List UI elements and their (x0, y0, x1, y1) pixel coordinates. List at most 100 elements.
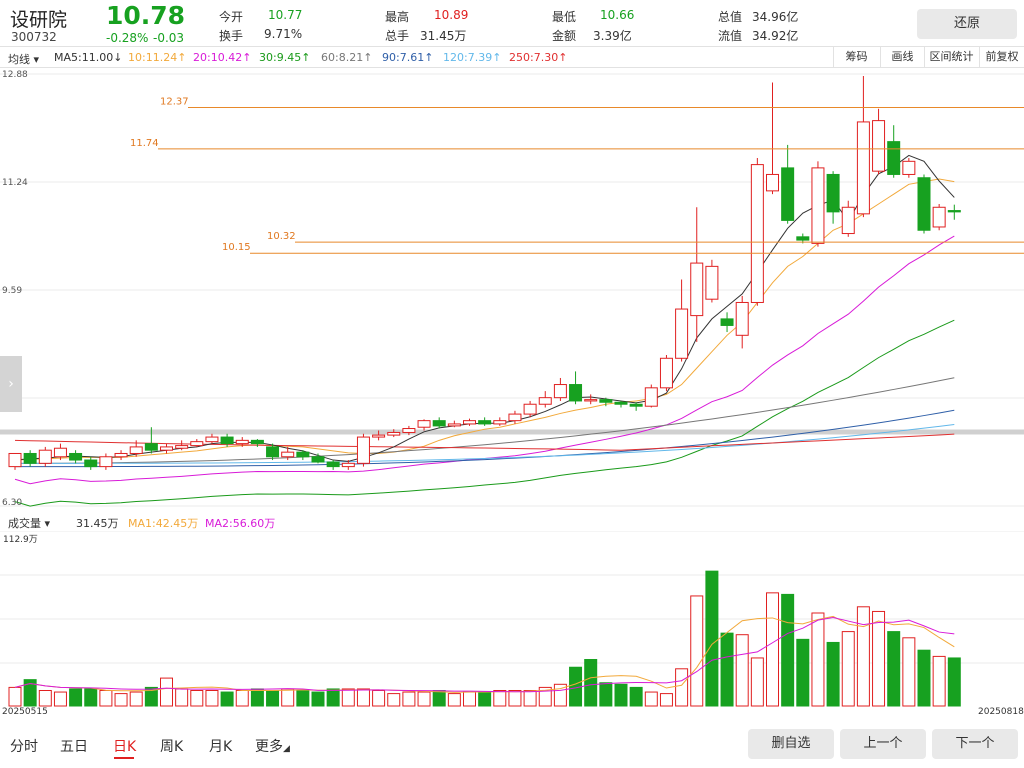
tab-intraday[interactable]: 分时 (10, 739, 38, 755)
chips-button[interactable]: 筹码 (833, 47, 879, 67)
volume-chart[interactable] (0, 531, 1024, 719)
tab-monthly-k[interactable]: 月K (209, 739, 233, 755)
ma-indicator-bar: 均线 ▾ MA5:11.00↓ 10:11.24↑ 20:10.42↑ 30:9… (0, 46, 1024, 68)
candle (69, 450, 83, 464)
candle (735, 295, 749, 349)
candle (856, 75, 870, 218)
volume-type-selector[interactable]: 成交量 ▾ (8, 515, 50, 531)
tab-five-day[interactable]: 五日 (60, 739, 88, 755)
remove-favorite-button[interactable]: 删自选 (748, 729, 834, 759)
candle-body (705, 265, 719, 300)
volume-bar (523, 689, 537, 707)
candle-body (735, 301, 749, 336)
candle-body (629, 403, 643, 407)
volume-bar (402, 691, 416, 707)
high-label: 最高 (385, 10, 410, 24)
ma250-line (14, 433, 955, 451)
candle-body (720, 318, 734, 326)
side-panel-toggle[interactable]: › (0, 356, 22, 412)
candle-body (750, 164, 764, 303)
candle (553, 377, 567, 401)
price-level-label: 10.32 (267, 231, 296, 242)
draw-line-button[interactable]: 画线 (880, 47, 924, 67)
volume-bar (478, 691, 492, 707)
candle-body (917, 177, 931, 231)
candle-body (311, 456, 325, 463)
candle (175, 440, 189, 451)
candle (53, 443, 67, 461)
start-date: 20250515 (2, 707, 48, 717)
ma60-value: 60:8.21↑ (321, 51, 373, 64)
turnover-label: 换手 (219, 29, 244, 43)
volume-bar (205, 689, 219, 707)
candle-body (144, 443, 158, 451)
candle-body (932, 206, 946, 228)
volume-bar (599, 682, 613, 707)
candle (811, 161, 825, 247)
candle-body (175, 445, 189, 449)
candle-body (856, 121, 870, 215)
volume-bar (750, 657, 764, 707)
volume-max-label: 112.9万 (3, 535, 38, 545)
high-value: 10.89 (434, 8, 469, 22)
candle-body (69, 452, 83, 461)
volume-bar (705, 570, 719, 707)
candle-body (372, 434, 386, 438)
volume-bar (114, 693, 128, 707)
candle (387, 429, 401, 438)
volume-bar (53, 691, 67, 707)
next-button[interactable]: 下一个 (932, 729, 1018, 759)
float-cap-label: 流值 (718, 29, 743, 43)
candle-body (644, 387, 658, 407)
volume-bar (99, 689, 113, 707)
candle (720, 312, 734, 333)
candle (902, 158, 916, 178)
volume-bar (341, 688, 355, 707)
ma5-value: MA5:11.00↓ (54, 51, 123, 64)
candle-body (463, 420, 476, 425)
candle-body (114, 452, 128, 458)
volume-bar (629, 686, 643, 707)
ma10-line (14, 178, 955, 461)
volume-bar (311, 691, 325, 707)
candle (614, 400, 628, 408)
candle-body (811, 167, 825, 244)
volume-bar (826, 641, 840, 707)
stock-code: 300732 (11, 30, 57, 44)
volume-bar (841, 631, 855, 707)
open-label: 今开 (219, 10, 244, 24)
active-tab-indicator (114, 757, 134, 759)
candle-body (887, 141, 901, 175)
volume-bar (69, 688, 83, 707)
volume-bar (508, 689, 522, 707)
volume-bar (235, 689, 249, 707)
ma20-value: 20:10.42↑ (193, 51, 252, 64)
candle-body (402, 428, 416, 433)
candle (493, 417, 507, 426)
volume-bar (38, 689, 52, 707)
volume-bar (250, 688, 264, 707)
ma-type-selector[interactable]: 均线 ▾ (8, 51, 39, 67)
candle (326, 460, 340, 470)
tab-more[interactable]: 更多◢ (255, 736, 290, 756)
candle-body (508, 413, 522, 422)
candle (84, 456, 98, 470)
tab-daily-k[interactable]: 日K (113, 739, 137, 755)
candle (114, 450, 128, 461)
candle (205, 433, 219, 444)
footer-bar: 分时 五日 日K 周K 月K 更多◢ 删自选 上一个 下一个 (0, 722, 1024, 768)
candle (675, 279, 689, 362)
tab-weekly-k[interactable]: 周K (160, 739, 184, 755)
volume-bar (326, 688, 340, 707)
forward-adjust-button[interactable]: 前复权 (979, 47, 1024, 67)
volume-bar (23, 679, 37, 707)
volume-bar (811, 612, 825, 707)
candle (841, 200, 855, 237)
restore-button[interactable]: 还原 (917, 9, 1017, 39)
price-level-label: 10.15 (222, 242, 251, 253)
volume-bar (644, 691, 658, 707)
candle (23, 450, 37, 467)
previous-button[interactable]: 上一个 (840, 729, 926, 759)
range-stats-button[interactable]: 区间统计 (924, 47, 978, 67)
